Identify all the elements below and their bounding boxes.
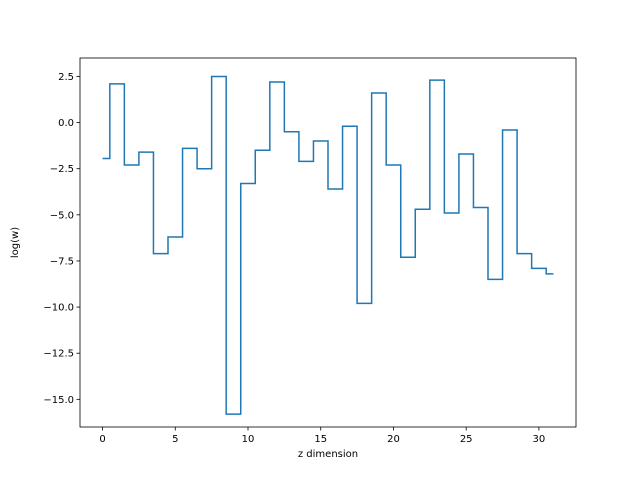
- y-axis-label: log(w): [10, 227, 21, 258]
- series-line-0: [102, 75, 554, 415]
- y-tick-label: −5.0: [50, 210, 74, 221]
- x-tick-label: 20: [387, 434, 400, 445]
- plot-area: [79, 57, 577, 428]
- x-tick-label: 25: [460, 434, 473, 445]
- y-tick-label: −2.5: [50, 164, 74, 175]
- y-axis: 2.5 0.0 −2.5 −5.0 −7.5 −10.0 −12.5 −15.0: [43, 72, 80, 406]
- y-tick-label: 0.0: [58, 118, 74, 129]
- x-tick-label: 0: [99, 434, 105, 445]
- x-tick-label: 10: [242, 434, 255, 445]
- y-tick-label: −7.5: [50, 256, 74, 267]
- y-tick-label: 2.5: [58, 72, 74, 83]
- x-tick-label: 30: [533, 434, 546, 445]
- x-axis-label: z dimension: [298, 449, 358, 460]
- x-tick-label: 15: [314, 434, 327, 445]
- y-tick-label: −12.5: [43, 349, 74, 360]
- x-axis: 0 5 10 15 20 25 30: [99, 427, 545, 445]
- series-layer: [102, 75, 554, 415]
- y-tick-label: −15.0: [43, 395, 74, 406]
- y-tick-label: −10.0: [43, 303, 74, 314]
- x-tick-label: 5: [172, 434, 178, 445]
